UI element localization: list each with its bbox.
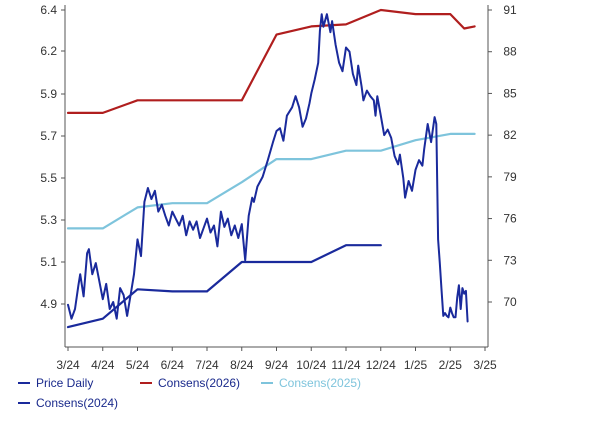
x-tick-label: 8/24: [230, 358, 254, 372]
right-tick-label: 76: [503, 212, 517, 226]
left-tick-label: 5.5: [40, 171, 57, 185]
left-tick-label: 6.4: [40, 3, 57, 17]
x-tick-label: 2/25: [439, 358, 463, 372]
x-tick-label: 12/24: [366, 358, 396, 372]
right-tick-label: 73: [503, 253, 517, 267]
left-tick-label: 6.2: [40, 44, 57, 58]
x-tick-label: 9/24: [265, 358, 289, 372]
left-tick-label: 5.7: [40, 129, 57, 143]
right-tick-label: 70: [503, 295, 517, 309]
right-tick-label: 82: [503, 128, 517, 142]
series-line-consens-2024: [66, 244, 382, 329]
right-tick-label: 79: [503, 170, 517, 184]
left-tick-label: 5.1: [40, 255, 57, 269]
x-tick-label: 4/24: [91, 358, 115, 372]
legend-swatch-consens-2025: [261, 382, 273, 384]
left-tick-label: 5.3: [40, 213, 57, 227]
series-line-price-daily: [67, 13, 469, 323]
x-tick-label: 7/24: [195, 358, 219, 372]
x-tick-label: 11/24: [331, 358, 360, 372]
legend-swatch-consens-2026: [140, 382, 152, 384]
legend-label-consens-2025: Consens(2025): [279, 376, 362, 390]
right-tick-label: 91: [503, 3, 517, 17]
right-tick-label: 88: [503, 45, 517, 59]
legend-item-price-daily: Price Daily: [18, 376, 93, 390]
legend-swatch-consens-2024: [18, 402, 30, 404]
legend-item-consens-2024: Consens(2024): [18, 396, 118, 410]
x-tick-label: 1/25: [404, 358, 428, 372]
legend-label-consens-2026: Consens(2026): [158, 376, 241, 390]
x-tick-label: 3/25: [473, 358, 497, 372]
left-tick-label: 4.9: [40, 297, 57, 311]
series-line-consens-2026: [66, 8, 476, 114]
legend: Price Daily Consens(2026) Consens(2025) …: [18, 374, 578, 422]
x-tick-label: 10/24: [296, 358, 326, 372]
x-tick-label: 6/24: [161, 358, 185, 372]
legend-item-consens-2025: Consens(2025): [261, 376, 361, 390]
legend-item-consens-2026: Consens(2026): [140, 376, 240, 390]
x-tick-label: 3/24: [56, 358, 80, 372]
legend-label-consens-2024: Consens(2024): [36, 396, 119, 410]
right-tick-label: 85: [503, 86, 517, 100]
legend-label-price-daily: Price Daily: [36, 376, 94, 390]
legend-swatch-price-daily: [18, 382, 30, 384]
x-tick-label: 5/24: [126, 358, 150, 372]
left-tick-label: 5.9: [40, 87, 57, 101]
series-line-consens-2025: [66, 132, 476, 230]
